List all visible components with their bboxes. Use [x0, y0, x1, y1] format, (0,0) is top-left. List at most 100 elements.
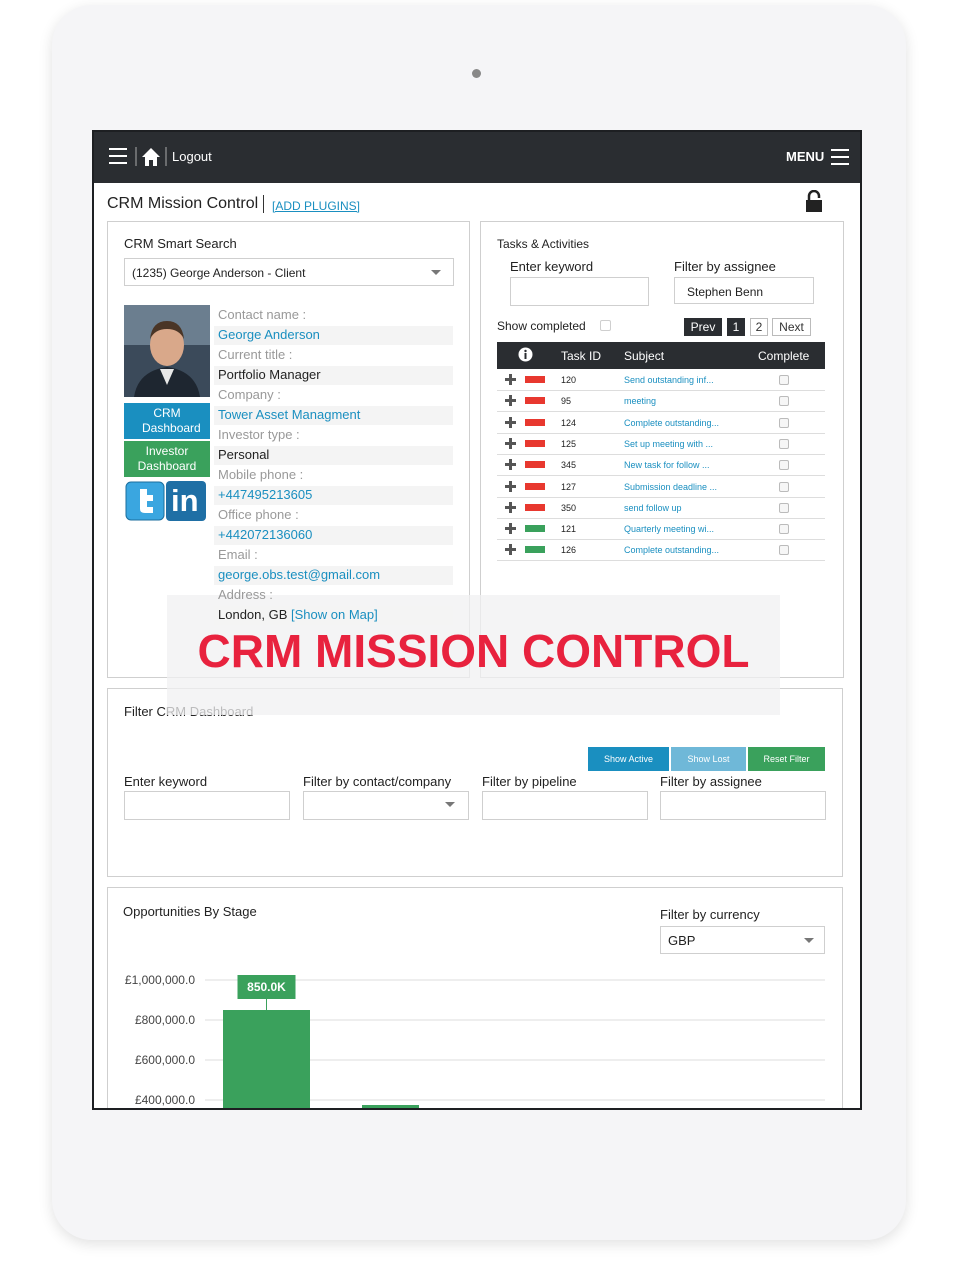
opportunities-chart: £1,000,000.0 £800,000.0 £600,000.0 £400,000… — [125, 973, 825, 1108]
expand-v[interactable] — [509, 523, 512, 535]
task-checkbox[interactable] — [779, 502, 789, 513]
task-checkbox[interactable] — [779, 524, 789, 535]
button-label: Reset Filter — [763, 754, 810, 764]
field-value[interactable]: george.obs.test@gmail.com — [218, 567, 381, 582]
field-label: Filter by assignee — [660, 774, 762, 789]
task-checkbox[interactable] — [779, 396, 789, 407]
task-checkbox[interactable] — [779, 460, 789, 471]
panel-title: Opportunities By Stage — [123, 904, 257, 919]
task-id: 126 — [561, 545, 577, 556]
field-value[interactable]: +442072136060 — [218, 527, 313, 542]
checkbox[interactable] — [600, 320, 611, 331]
lock-icon[interactable] — [804, 190, 824, 214]
filter-input[interactable] — [660, 791, 826, 820]
linkedin-icon[interactable]: in — [166, 481, 206, 521]
task-subject[interactable]: Set up meeting with ... — [624, 438, 714, 449]
row-divider — [497, 475, 825, 477]
dropdown-arrow — [804, 938, 814, 943]
task-id: 120 — [561, 375, 577, 385]
dropdown-arrow — [431, 270, 441, 275]
page-button[interactable]: Prev — [684, 318, 722, 336]
filter-button[interactable]: Reset Filter — [748, 747, 825, 771]
field-value-row — [214, 326, 453, 345]
task-checkbox[interactable] — [779, 481, 789, 492]
crm-dashboard-button[interactable]: CRM Dashboard — [124, 403, 210, 439]
menu-icon[interactable] — [830, 148, 850, 166]
contact-select[interactable]: (1235) George Anderson - Client — [124, 258, 454, 286]
field-value[interactable]: George Anderson — [218, 327, 320, 342]
task-checkbox[interactable] — [779, 417, 789, 428]
row-divider — [497, 432, 825, 434]
task-subject[interactable]: New task for follow ... — [624, 460, 710, 471]
field-value-row — [214, 486, 453, 505]
row-divider — [497, 560, 825, 562]
expand-v[interactable] — [509, 459, 512, 471]
row-divider — [497, 390, 825, 391]
field-value[interactable]: Tower Asset Managment — [218, 407, 361, 422]
expand-v[interactable] — [509, 501, 512, 513]
row-divider — [497, 517, 825, 519]
assignee-input[interactable]: Stephen Benn — [674, 277, 814, 304]
page-button[interactable]: 1 — [727, 318, 745, 336]
banner-text: CRM MISSION CONTROL — [197, 625, 750, 677]
task-subject[interactable]: Complete outstanding... — [624, 545, 720, 556]
currency-select[interactable]: GBP — [660, 926, 825, 954]
task-subject[interactable]: Quarterly meeting wi... — [624, 524, 715, 535]
field-label: Current title : — [218, 347, 293, 362]
expand-v[interactable] — [509, 480, 512, 492]
task-id: 127 — [561, 481, 577, 492]
page-button[interactable]: 2 — [750, 318, 768, 336]
twitter-icon[interactable] — [125, 481, 165, 521]
add-plugins-link[interactable]: [ADD PLUGINS] — [272, 199, 361, 213]
field-value-row — [214, 406, 453, 425]
filter-button[interactable]: Show Lost — [671, 747, 746, 771]
expand-v[interactable] — [509, 416, 512, 428]
checkbox-label: Show completed — [497, 319, 586, 333]
expand-v[interactable] — [509, 374, 512, 385]
select-value: (1235) George Anderson - Client — [132, 266, 306, 280]
logout-link[interactable]: Logout — [172, 149, 212, 164]
expand-v[interactable] — [509, 395, 512, 407]
info-icon — [518, 347, 533, 362]
field-label: Enter keyword — [124, 774, 208, 789]
filter-input[interactable] — [303, 791, 469, 820]
investor-dashboard-button[interactable]: Investor Dashboard — [124, 441, 210, 477]
task-subject[interactable]: Complete outstanding... — [624, 417, 720, 428]
y-tick-label: £600,000.0 — [135, 1053, 195, 1067]
task-subject[interactable]: meeting — [624, 396, 657, 407]
expand-v[interactable] — [509, 544, 512, 556]
filter-input[interactable] — [124, 791, 290, 820]
field-value-row — [214, 446, 453, 465]
screen: Logout MENU CRM Mission Control [ADD PLU… — [92, 130, 862, 1110]
filter-input[interactable] — [482, 791, 648, 820]
panel-title: CRM Smart Search — [124, 236, 237, 251]
camera — [472, 69, 481, 78]
button-label: Show Lost — [687, 754, 730, 764]
linkedin-label: in — [171, 483, 199, 518]
y-tick-label: £1,000,000.0 — [125, 973, 195, 987]
input-value: Stephen Benn — [687, 285, 764, 299]
value-label-box — [237, 975, 296, 999]
button-label: CRM Dashboard — [142, 406, 201, 435]
task-subject[interactable]: send follow up — [624, 502, 682, 513]
status-flag — [525, 525, 545, 533]
expand-v[interactable] — [509, 437, 512, 449]
filter-button[interactable]: Show Active — [588, 747, 669, 771]
task-subject[interactable]: Send outstanding inf... — [624, 375, 714, 385]
keyword-input[interactable] — [510, 277, 649, 306]
field-label: Email : — [218, 547, 258, 562]
page-button[interactable]: Next — [772, 318, 811, 336]
task-subject[interactable]: Submission deadline ... — [624, 481, 718, 492]
field-value[interactable]: +447495213605 — [218, 487, 313, 502]
map-link[interactable]: [Show on Map] — [291, 607, 378, 622]
field-label: Address : — [218, 587, 273, 602]
task-id: 345 — [561, 460, 577, 471]
task-checkbox[interactable] — [779, 438, 789, 449]
y-tick-label: £800,000.0 — [135, 1013, 195, 1027]
task-checkbox[interactable] — [779, 375, 789, 385]
task-checkbox[interactable] — [779, 545, 789, 556]
row-divider — [497, 539, 825, 541]
menu-label[interactable]: MENU — [786, 149, 825, 164]
column-header: Subject — [624, 349, 665, 363]
field-label: Filter by contact/company — [303, 774, 452, 789]
